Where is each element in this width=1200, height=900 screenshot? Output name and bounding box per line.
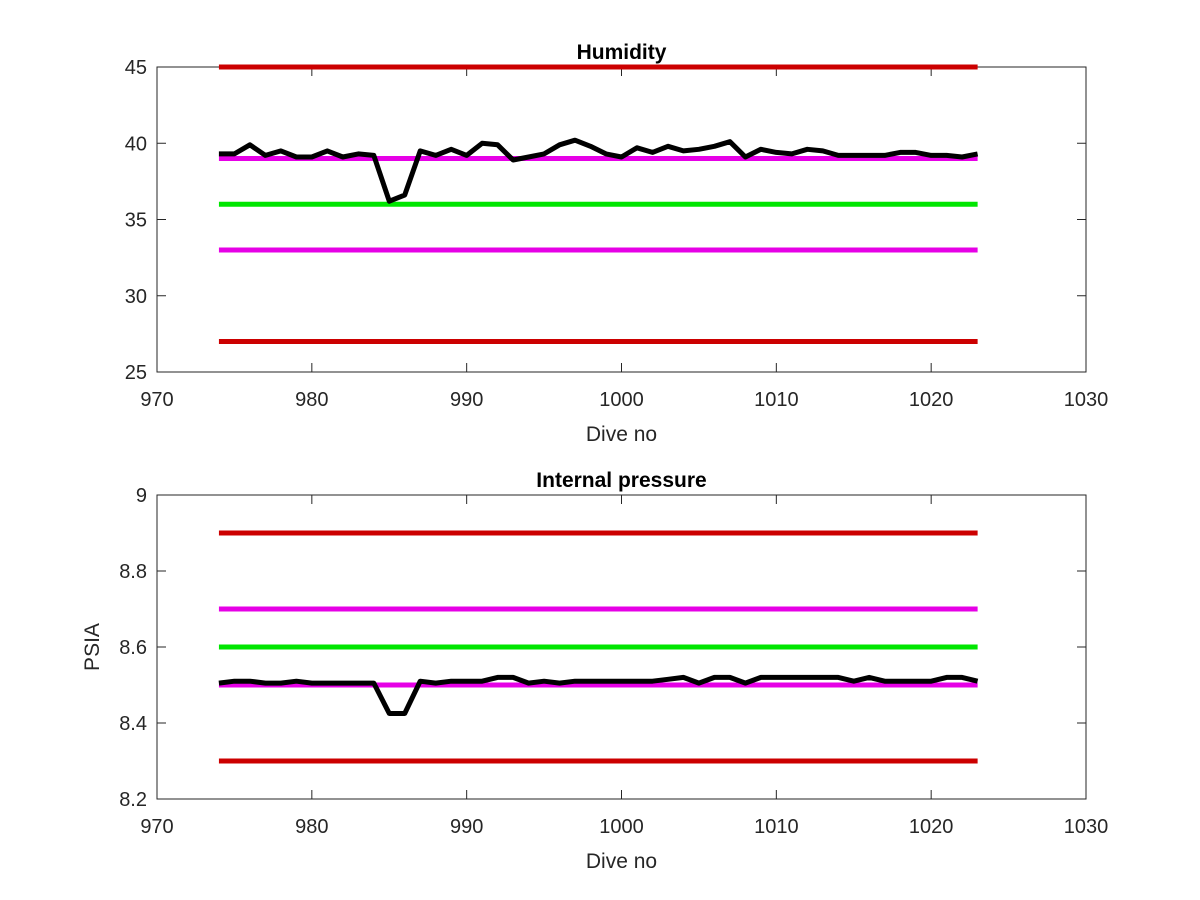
x-tick-label: 980	[295, 816, 328, 838]
y-tick-label: 40	[125, 133, 147, 155]
x-tick-label: 990	[450, 389, 483, 411]
y-tick-label: 8.8	[119, 561, 147, 583]
x-tick-label: 1030	[1064, 816, 1109, 838]
x-tick-label: 1000	[599, 816, 644, 838]
y-axis-label: PSIA	[81, 623, 104, 671]
x-tick-label: 1010	[754, 816, 799, 838]
y-tick-label: 8.6	[119, 637, 147, 659]
data-series-line	[218, 674, 979, 716]
chart-title: Humidity	[577, 41, 667, 64]
y-tick-label: 45	[125, 57, 147, 79]
chart-panel-1: 970 980 990 1000 1010 1020 1030 25 30 35 40 45 Humid…	[125, 41, 1109, 446]
x-tick-label: 1020	[909, 816, 954, 838]
y-tick-label: 9	[136, 485, 147, 507]
data-series-line	[218, 137, 979, 204]
y-tick-label: 35	[125, 210, 147, 232]
x-tick-label: 980	[295, 389, 328, 411]
x-axis-label: Dive no	[586, 423, 657, 446]
y-tick-label: 8.2	[119, 789, 147, 811]
x-tick-label: 1030	[1064, 389, 1109, 411]
x-axis-label: Dive no	[586, 850, 657, 873]
y-tick-label: 25	[125, 362, 147, 384]
x-tick-label: 970	[140, 389, 173, 411]
y-tick-label: 30	[125, 286, 147, 308]
chart-title: Internal pressure	[536, 469, 706, 492]
chart-panel-2: 970 980 990 1000 1010 1020 1030 8.2 8.4 8.6 8.8 9 In…	[81, 469, 1108, 873]
x-tick-label: 1000	[599, 389, 644, 411]
x-tick-label: 990	[450, 816, 483, 838]
axes-box	[156, 66, 1087, 373]
y-tick-label: 8.4	[119, 713, 147, 735]
x-tick-label: 970	[140, 816, 173, 838]
x-tick-label: 1020	[909, 389, 954, 411]
x-tick-label: 1010	[754, 389, 799, 411]
